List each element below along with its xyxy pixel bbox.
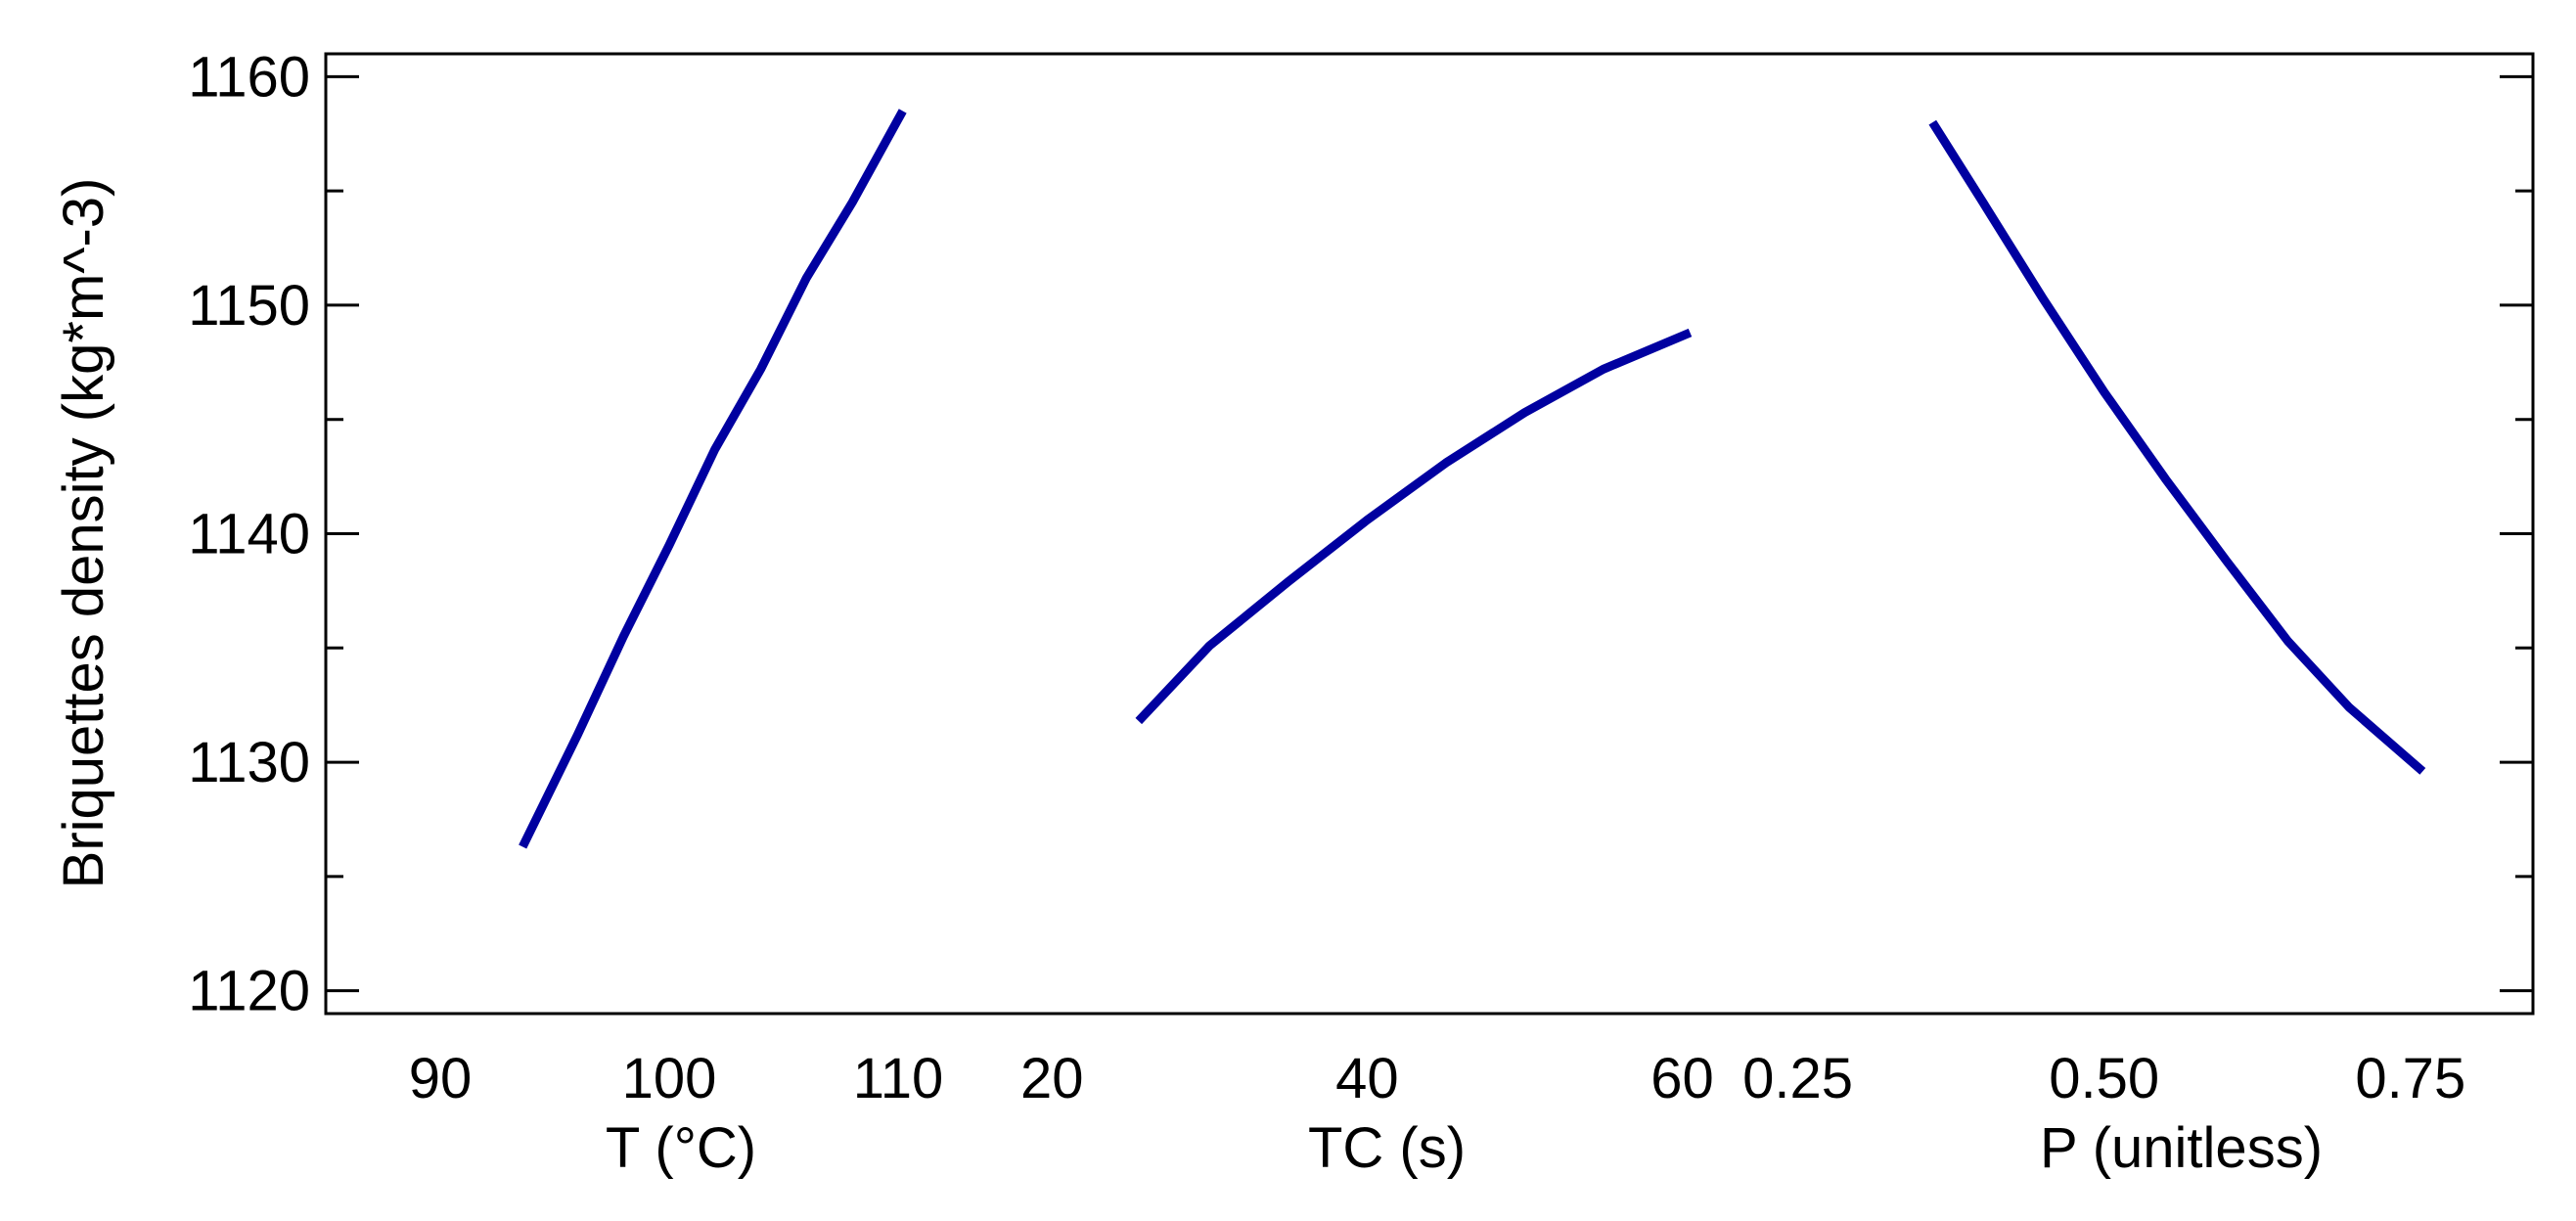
x-tick-label: 0.75 [2355,1047,2465,1110]
x-axis-title: T (°C) [606,1116,756,1180]
x-tick-label: 110 [853,1047,943,1110]
series-line-panel-1 [519,109,907,849]
x-axis-panel-3: 0.25 0.50 0.75 P (unitless) [1742,1047,2465,1180]
y-tick-label: 1120 [188,960,310,1023]
x-tick-label: 100 [622,1047,717,1110]
series-line-panel-2 [1135,328,1693,725]
y-tick-label: 1160 [188,45,310,109]
x-axis-panel-2: 20 40 60 TC (s) [1020,1047,1714,1180]
x-tick-label: 90 [409,1047,473,1110]
x-axis-title: P (unitless) [2040,1116,2323,1180]
x-tick-label: 60 [1650,1047,1714,1110]
y-tick-label: 1130 [188,731,310,794]
x-axis-panel-1: 90 100 110 T (°C) [409,1047,943,1180]
x-axis-title: TC (s) [1308,1116,1466,1180]
series-layer [519,109,2426,849]
y-axis-title: Briquettes density (kg*m^-3) [52,178,115,889]
x-tick-label: 40 [1335,1047,1399,1110]
y-tick-label: 1140 [188,503,310,566]
x-tick-label: 20 [1020,1047,1084,1110]
x-tick-label: 0.25 [1742,1047,1853,1110]
y-tick-label: 1150 [188,274,310,338]
y-axis: 1120 1130 1140 1150 1160 [188,45,2533,1023]
series-line-panel-3 [1928,119,2426,775]
x-tick-label: 0.50 [2049,1047,2159,1110]
x-axes: 90 100 110 T (°C) 20 40 60 TC (s) 0.25 0.50 0.75 P … [409,1047,2465,1180]
